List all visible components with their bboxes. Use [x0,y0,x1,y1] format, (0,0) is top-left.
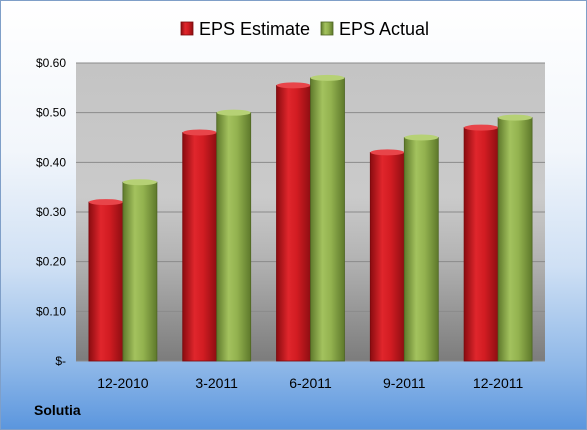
y-tick-label: $0.20 [36,255,66,269]
bar-top-cap [122,179,157,186]
bar-eps-estimate [276,84,311,362]
bar-eps-estimate [88,201,124,362]
y-tick-label: $0.40 [36,155,66,169]
bar-eps-estimate [463,127,499,362]
x-tick-label: 12-2010 [97,375,149,391]
x-tick-label: 3-2011 [195,375,238,391]
legend: EPS Estimate EPS Actual [180,19,429,39]
x-tick-label: 6-2011 [289,375,332,391]
x-axis-labels: 12-2010 3-2011 6-2011 9-2011 12-2011 [97,375,523,391]
y-tick-label: $0.50 [36,106,66,120]
bar-top-cap [464,124,499,131]
bar-top-cap [276,82,311,89]
bar-eps-actual [310,77,345,362]
bar-eps-actual [403,137,439,362]
bar-eps-actual [497,117,533,362]
bar-eps-estimate [182,132,218,362]
bar-top-cap [310,74,345,81]
bar-top-cap [88,199,123,206]
bar-eps-actual [122,181,158,362]
company-name: Solutia [34,402,81,418]
bar-eps-estimate [369,151,405,362]
bar-top-cap [498,114,533,121]
y-axis-ticks: $- $0.10 $0.20 $0.30 $0.40 $0.50 $0.60 [36,56,66,368]
bar-top-cap [404,134,439,141]
x-tick-label: 12-2011 [473,375,524,391]
bars [88,74,533,362]
bar-eps-actual [216,112,252,362]
y-tick-label: $0.30 [36,205,66,219]
bar-top-cap [182,129,217,136]
y-tick-label: $0.60 [36,56,66,70]
bar-top-cap [370,149,405,156]
legend-swatch [180,21,194,36]
y-tick-label: $0.10 [36,304,66,318]
legend-label: EPS Estimate [199,19,310,39]
legend-swatch [320,21,334,36]
bar-top-cap [216,109,251,116]
legend-label: EPS Actual [339,19,429,39]
x-tick-label: 9-2011 [383,375,426,391]
y-tick-label: $- [55,354,66,368]
